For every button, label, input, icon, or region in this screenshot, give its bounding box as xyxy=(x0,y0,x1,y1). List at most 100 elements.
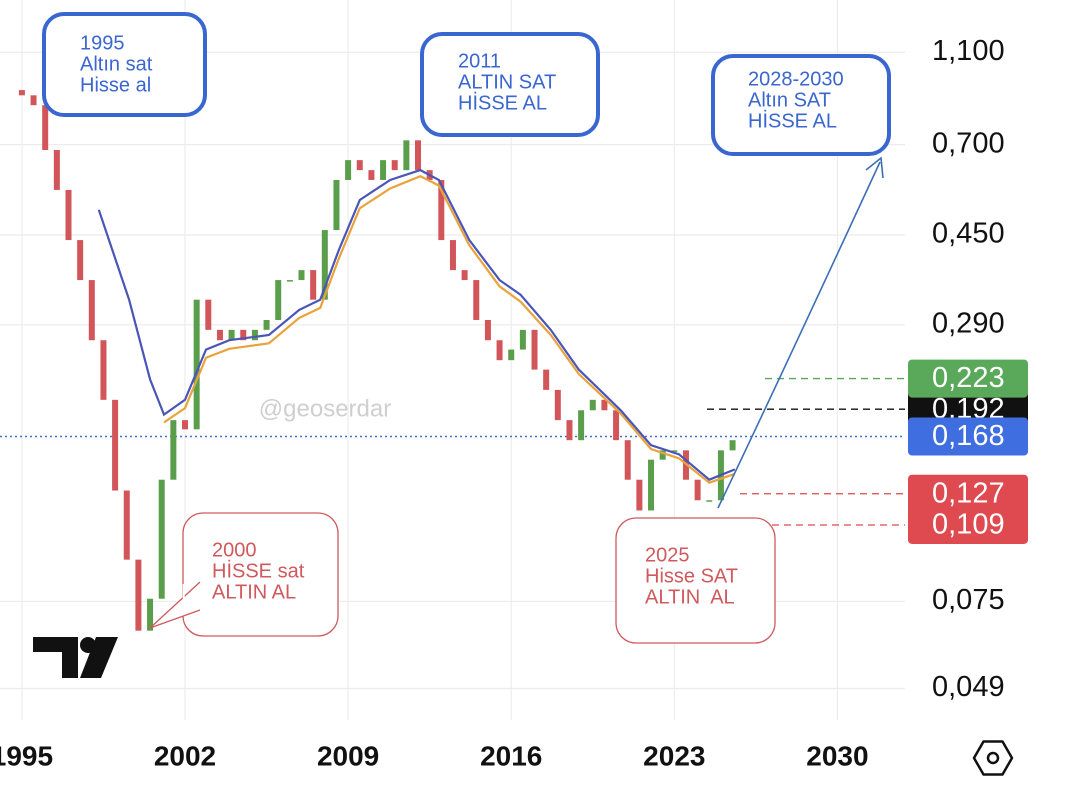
annotation-text: 2028-2030 xyxy=(748,68,844,90)
candle xyxy=(554,389,561,421)
candle xyxy=(356,160,363,171)
price-tag-label: 0,223 xyxy=(932,362,1005,394)
candle xyxy=(461,270,468,281)
x-tick-label: 1995 xyxy=(0,740,53,771)
candle xyxy=(42,105,49,150)
candle xyxy=(240,329,247,341)
candle xyxy=(216,329,223,341)
annotation-text: HİSSE AL xyxy=(748,109,837,132)
annotation-text: Altın sat xyxy=(80,53,153,75)
candle xyxy=(403,140,410,171)
annotation-text: 2025 xyxy=(645,544,690,566)
candle xyxy=(333,179,340,231)
candle xyxy=(30,95,37,106)
price-tag-label: 0,127 xyxy=(932,477,1005,509)
settings-button[interactable] xyxy=(972,740,1014,776)
axes: 1,100 0,700 0,450 0,290 0,075 0,049 1995 2002 20… xyxy=(0,35,1028,771)
candle xyxy=(286,280,293,282)
candle xyxy=(380,160,387,180)
annotation-text: 1995 xyxy=(80,32,125,54)
candle xyxy=(275,280,282,320)
candle xyxy=(298,270,305,281)
candle xyxy=(263,319,270,330)
candle xyxy=(135,559,142,631)
candle xyxy=(18,90,25,96)
candle xyxy=(484,319,491,341)
annotation-text: 2011 xyxy=(458,50,501,72)
candle xyxy=(601,399,608,411)
candle xyxy=(496,340,503,361)
candle xyxy=(147,598,154,631)
candle xyxy=(508,349,515,361)
x-tick-label: 2023 xyxy=(643,740,705,771)
y-tick-label: 0,075 xyxy=(932,584,1005,616)
annotation-text: 2000 xyxy=(212,539,257,561)
x-tick-label: 2002 xyxy=(154,740,216,771)
candle xyxy=(624,440,631,480)
annotation-text: Hisse al xyxy=(80,74,151,96)
price-tag xyxy=(908,359,1028,398)
marks xyxy=(0,90,905,631)
candle xyxy=(77,240,84,281)
candle xyxy=(205,299,212,330)
candle xyxy=(694,479,701,501)
candle xyxy=(123,490,130,560)
candle xyxy=(321,230,328,300)
candle xyxy=(566,420,573,441)
annotation-box xyxy=(420,32,600,137)
candle xyxy=(251,329,258,341)
price-tag xyxy=(908,505,1028,544)
annotation-text: HİSSE AL xyxy=(458,91,547,114)
candle xyxy=(729,440,736,451)
candle xyxy=(391,160,398,171)
watermark: @geoserdar xyxy=(259,395,391,422)
annotation-box xyxy=(182,512,339,637)
candle xyxy=(182,420,189,430)
candle xyxy=(706,500,713,502)
candle xyxy=(310,270,317,300)
y-tick-label: 0,700 xyxy=(932,127,1005,159)
candle xyxy=(543,369,550,390)
annotation-text: ALTIN AL xyxy=(212,581,296,603)
candle xyxy=(438,179,445,241)
price-tag-label: 0,109 xyxy=(932,509,1005,541)
annotation-text: Altın SAT xyxy=(748,89,831,111)
candle xyxy=(53,149,60,190)
y-tick-label: 0,049 xyxy=(932,671,1005,703)
annotation-text: Hisse SAT xyxy=(645,565,738,587)
annotation-box xyxy=(615,517,776,644)
price-tag xyxy=(908,474,1028,513)
x-tick-label: 2009 xyxy=(317,740,379,771)
candle xyxy=(519,329,526,350)
annotation-box xyxy=(711,54,891,156)
candle xyxy=(636,479,643,511)
candle xyxy=(415,140,422,171)
candle xyxy=(648,459,655,511)
average-line xyxy=(163,174,736,484)
candle xyxy=(112,399,119,491)
x-tick-label: 2030 xyxy=(806,740,868,771)
candle xyxy=(368,170,375,180)
logo xyxy=(33,637,118,678)
price-tag-label: 0,168 xyxy=(932,420,1005,452)
candle xyxy=(659,450,666,460)
candle xyxy=(228,329,235,341)
annotation-box xyxy=(42,12,207,117)
y-tick-label: 0,290 xyxy=(932,308,1005,340)
candle xyxy=(613,410,620,441)
trend-arrow xyxy=(717,156,884,509)
candle xyxy=(578,410,585,441)
y-tick-label: 1,100 xyxy=(932,35,1005,67)
candle xyxy=(193,299,200,430)
y-tick-label: 0,450 xyxy=(932,218,1005,250)
candle xyxy=(589,399,596,411)
candle xyxy=(449,240,456,271)
price-tag xyxy=(908,417,1028,456)
x-tick-label: 2016 xyxy=(480,740,542,771)
candle xyxy=(473,280,480,320)
candle xyxy=(88,280,95,341)
candle xyxy=(671,450,678,452)
annotation-text: ALTIN AL xyxy=(645,586,735,608)
